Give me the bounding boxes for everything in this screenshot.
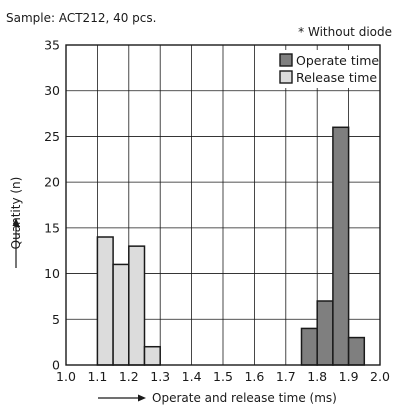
y-axis-label: Quantity (n) [9,177,23,268]
x-axis-title: Operate and release time (ms) [152,391,337,405]
y-tick-label: 35 [44,38,60,53]
y-tick-label: 0 [52,358,60,373]
y-axis-title: Quantity (n) [9,177,23,250]
x-tick-label: 1.8 [307,369,327,384]
x-tick-label: 1.7 [276,369,296,384]
x-tick-label: 1.6 [244,369,264,384]
operate-time-bar [316,300,334,366]
release-time-bar [128,245,146,366]
x-tick-label: 1.9 [339,369,359,384]
y-tick-label: 30 [44,83,60,98]
x-tick-label: 1.4 [182,369,202,384]
x-axis-label: Operate and release time (ms) [98,391,337,405]
sample-note: Sample: ACT212, 40 pcs. [6,11,156,25]
legend-swatch-operate-time [279,53,293,67]
x-tick-label: 1.0 [56,369,76,384]
x-tick-label: 1.2 [119,369,139,384]
y-tick-label: 20 [44,175,60,190]
y-axis-arrowhead [12,218,20,226]
x-tick-label: 1.5 [213,369,233,384]
plot-frame [65,44,381,366]
y-tick-label: 5 [52,312,60,327]
operate-time-bar [300,327,318,366]
legend-label-operate-time: Operate time [296,53,379,68]
y-tick-label: 10 [44,266,60,281]
x-tick-label: 2.0 [370,369,390,384]
diode-note: * Without diode [298,25,392,39]
operate-time-bars [300,126,366,366]
x-axis-arrowhead [138,394,146,402]
legend-label-release-time: Release time [296,70,377,85]
y-tick-label: 15 [44,220,60,235]
legend-swatch-release-time [279,70,293,84]
legend: Operate time Release time [276,50,379,88]
release-time-bar [112,263,130,366]
release-time-bar [96,236,114,366]
operate-time-bar [332,126,350,366]
x-tick-label: 1.1 [87,369,107,384]
y-tick-label: 25 [44,129,60,144]
release-time-bar [143,345,161,366]
x-axis-ticks: 1.0 1.1 1.2 1.3 1.4 1.5 1.6 1.7 1.8 1.9 2.0 [56,369,390,384]
legend-background [276,50,379,88]
x-tick-label: 1.3 [150,369,170,384]
operate-time-bar [347,336,366,366]
release-time-bars [96,236,161,366]
y-axis-ticks: 0 5 10 15 20 25 30 35 [44,38,60,373]
